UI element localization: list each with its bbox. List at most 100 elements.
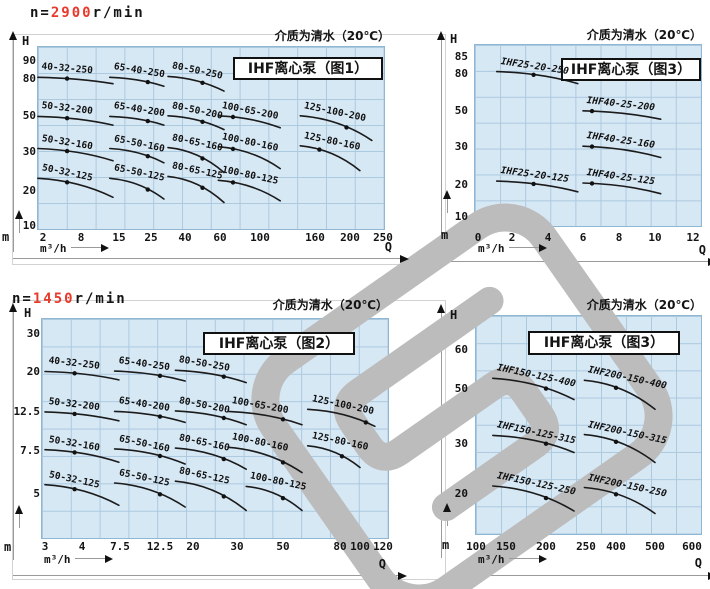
x-tick-label: 6 bbox=[579, 231, 587, 244]
y-unit-arrow-stem bbox=[447, 510, 448, 526]
y-tick-label: 30 bbox=[454, 140, 468, 153]
x-tick-label: 15 bbox=[112, 231, 126, 244]
y-unit-arrow-stem bbox=[19, 512, 20, 528]
x-tick-label: 12.5 bbox=[146, 540, 174, 553]
x-tick-label: 25 bbox=[144, 231, 158, 244]
y-tick-label: 5 bbox=[33, 487, 40, 500]
x-axis-unit-arrow-line bbox=[508, 558, 539, 559]
x-tick-label: 7.5 bbox=[110, 540, 130, 553]
y-axis-line bbox=[13, 40, 14, 252]
x-axis-unit-arrow-line bbox=[70, 247, 101, 248]
x-axis-arrow-icon bbox=[398, 572, 407, 580]
x-tick-label: 120 bbox=[373, 540, 393, 553]
x-tick-label: 8 bbox=[77, 231, 85, 244]
y-tick-label: 20 bbox=[26, 365, 40, 378]
y-tick-label: 30 bbox=[454, 437, 468, 450]
speed-prefix: n= bbox=[30, 5, 51, 21]
y-unit-arrow-icon bbox=[443, 503, 451, 512]
y-unit-arrow-icon bbox=[15, 505, 23, 514]
x-tick-label: 8 bbox=[615, 231, 623, 244]
y-axis-unit: m bbox=[441, 228, 449, 242]
x-tick-label: 2 bbox=[39, 231, 47, 244]
x-axis-unit-arrow-icon bbox=[538, 243, 547, 252]
figure-title-fig2: IHF离心泵（图2） bbox=[203, 332, 355, 355]
x-tick-label: 30 bbox=[230, 540, 244, 553]
y-tick-label: 50 bbox=[454, 382, 468, 395]
y-tick-label: 50 bbox=[454, 104, 468, 117]
y-axis-symbol: H bbox=[24, 306, 32, 320]
x-axis-line bbox=[13, 575, 398, 576]
x-axis-line bbox=[13, 258, 400, 259]
x-tick-label: 50 bbox=[276, 540, 290, 553]
x-axis-arrow-icon bbox=[708, 258, 710, 266]
y-axis-arrow-icon bbox=[9, 303, 17, 312]
y-tick-label: 10 bbox=[22, 219, 36, 232]
y-tick-label: 30 bbox=[22, 145, 36, 158]
x-axis-symbol: Q bbox=[698, 243, 706, 257]
x-tick-label: 100 bbox=[250, 231, 270, 244]
x-axis-symbol: Q bbox=[378, 557, 386, 571]
speed-value: 2900 bbox=[50, 5, 93, 21]
x-tick-label: 60 bbox=[213, 231, 227, 244]
y-unit-arrow-stem bbox=[19, 217, 20, 233]
x-tick-label: 4 bbox=[78, 540, 86, 553]
x-tick-label: 3 bbox=[41, 540, 49, 553]
x-tick-label: 40 bbox=[178, 231, 192, 244]
x-tick-label: 600 bbox=[682, 540, 702, 553]
figure-title-fig3-top: IHF离心泵（图3） bbox=[561, 58, 701, 81]
y-axis-arrow-icon bbox=[9, 31, 17, 40]
y-axis-line bbox=[13, 312, 14, 560]
medium-note: 介质为清水（20℃） bbox=[272, 298, 388, 312]
x-tick-label: 150 bbox=[496, 540, 516, 553]
x-axis-line bbox=[445, 575, 708, 576]
y-tick-label: 12.5 bbox=[13, 405, 41, 418]
panel-frame bbox=[12, 34, 446, 265]
x-axis-symbol: Q bbox=[694, 556, 702, 570]
speed-value: 1450 bbox=[32, 291, 75, 307]
x-tick-label: 10 bbox=[648, 231, 662, 244]
y-tick-label: 85 bbox=[454, 50, 468, 63]
medium-note: 介质为清水（20℃） bbox=[586, 28, 702, 42]
x-axis-unit: m³/h bbox=[40, 242, 109, 255]
x-tick-label: 200 bbox=[536, 540, 556, 553]
x-axis-unit-text: m³/h bbox=[478, 553, 505, 566]
y-axis-line bbox=[441, 40, 442, 252]
x-tick-label: 500 bbox=[645, 540, 665, 553]
x-axis-unit-arrow-icon bbox=[538, 554, 547, 563]
y-tick-label: 20 bbox=[454, 487, 468, 500]
x-axis-unit: m³/h bbox=[44, 553, 113, 566]
x-axis-unit-arrow-icon bbox=[104, 554, 113, 563]
x-axis-unit-text: m³/h bbox=[44, 553, 71, 566]
y-unit-arrow-icon bbox=[443, 190, 451, 199]
figure-title-fig3-bottom: IHF离心泵（图3） bbox=[528, 331, 680, 355]
x-axis-unit-arrow-icon bbox=[100, 243, 109, 252]
x-axis-unit-text: m³/h bbox=[478, 242, 505, 255]
y-tick-label: 80 bbox=[22, 72, 36, 85]
y-axis-arrow-icon bbox=[437, 304, 445, 313]
y-axis-symbol: H bbox=[450, 308, 458, 322]
y-axis-unit: m bbox=[2, 230, 10, 244]
medium-note: 介质为清水（20℃） bbox=[274, 29, 390, 43]
y-tick-label: 10 bbox=[454, 210, 468, 223]
y-axis-symbol: H bbox=[450, 32, 458, 46]
x-axis-unit: m³/h bbox=[478, 242, 547, 255]
x-axis-arrow-icon bbox=[708, 572, 710, 580]
x-axis-unit: m³/h bbox=[478, 553, 547, 566]
y-tick-label: 80 bbox=[454, 67, 468, 80]
y-tick-label: 30 bbox=[26, 327, 40, 340]
x-tick-label: 20 bbox=[186, 540, 200, 553]
y-tick-label: 50 bbox=[22, 109, 36, 122]
x-tick-label: 12 bbox=[686, 231, 700, 244]
speed-label-1450: n=1450r/min bbox=[12, 291, 127, 307]
x-axis-unit-text: m³/h bbox=[40, 242, 67, 255]
y-axis-unit: m bbox=[442, 538, 450, 552]
x-axis-line bbox=[445, 261, 708, 262]
x-axis-arrow-icon bbox=[400, 255, 409, 263]
figure-title-fig1: IHF离心泵（图1） bbox=[233, 57, 383, 80]
speed-label-2900: n=2900r/min bbox=[30, 5, 145, 21]
speed-suffix: r/min bbox=[92, 5, 145, 21]
y-axis-symbol: H bbox=[22, 34, 30, 48]
y-axis-arrow-icon bbox=[437, 31, 445, 40]
y-tick-label: 90 bbox=[22, 54, 36, 67]
